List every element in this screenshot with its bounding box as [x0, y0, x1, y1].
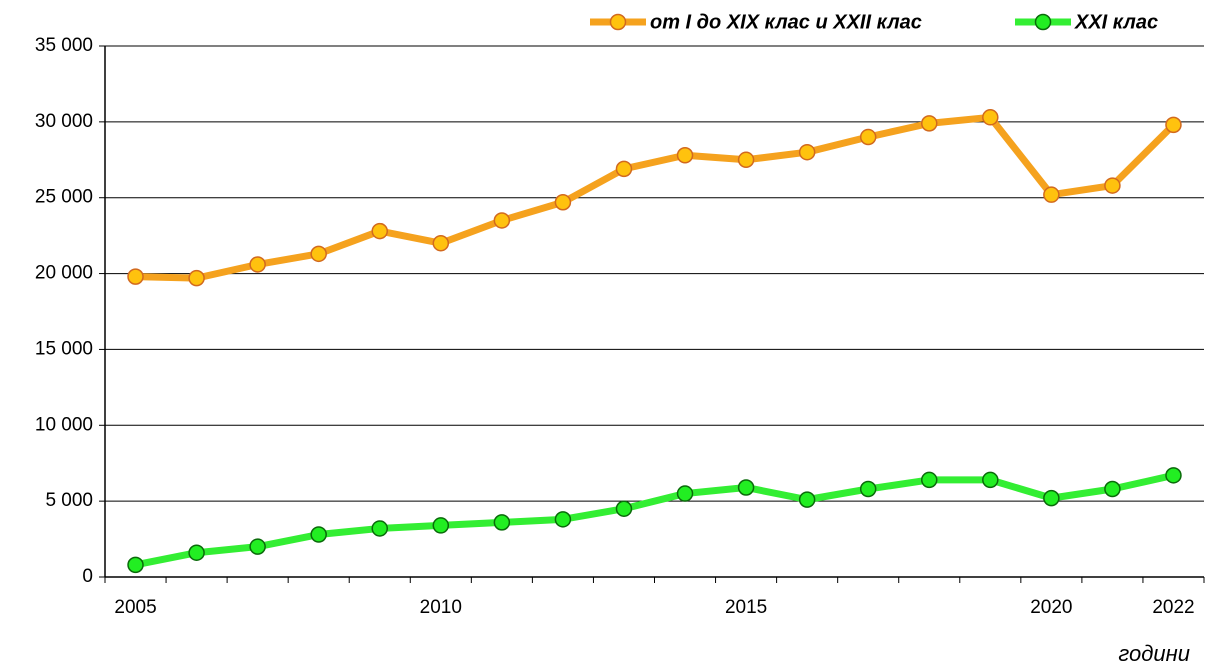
y-tick-label: 5 000: [45, 490, 93, 511]
x-axis-label: години: [1118, 641, 1190, 666]
point: [432, 517, 450, 534]
y-tick-label: 20 000: [35, 263, 93, 284]
x-tick-label: 2005: [114, 597, 156, 618]
point: [493, 212, 511, 229]
point: [371, 520, 388, 537]
point: [249, 538, 266, 555]
point: [921, 115, 938, 132]
y-tick-label: 25 000: [35, 187, 93, 208]
x-tick-label: 2022: [1152, 597, 1194, 618]
legend-marker: [1034, 13, 1052, 31]
y-tick-label: 0: [82, 566, 93, 587]
series-line: [135, 113, 1176, 282]
point: [188, 269, 205, 287]
point: [676, 146, 694, 164]
legend-label: XXI клас: [1074, 11, 1158, 33]
point: [737, 151, 755, 169]
point: [1043, 489, 1060, 507]
point: [615, 160, 633, 178]
point: [493, 514, 511, 531]
point: [554, 511, 572, 528]
point: [798, 491, 816, 508]
point: [1104, 480, 1121, 498]
point: [921, 471, 938, 489]
point: [1043, 186, 1060, 203]
point: [249, 256, 266, 273]
point: [310, 245, 327, 263]
point: [127, 268, 144, 285]
point: [615, 500, 633, 517]
point: [371, 222, 388, 240]
point: [432, 234, 450, 252]
point: [798, 143, 816, 161]
point: [188, 544, 205, 561]
point: [310, 526, 327, 543]
x-tick-label: 2015: [725, 597, 767, 618]
y-tick-label: 30 000: [35, 111, 93, 132]
point: [859, 480, 877, 498]
point: [1165, 116, 1182, 134]
point: [982, 109, 999, 126]
point: [1165, 467, 1182, 484]
point: [982, 471, 999, 489]
point: [859, 128, 877, 146]
point: [554, 194, 572, 211]
y-tick-label: 10 000: [35, 414, 93, 435]
x-tick-label: 2020: [1030, 597, 1072, 618]
x-tick-label: 2010: [420, 597, 462, 618]
y-tick-label: 15 000: [35, 338, 93, 359]
point: [127, 556, 144, 574]
y-tick-label: 35 000: [35, 35, 93, 56]
legend-label: от I до XIX клас и XXII клас: [650, 11, 922, 33]
point: [737, 479, 755, 496]
legend-marker: [609, 13, 627, 31]
point: [1104, 177, 1121, 194]
series-line: [134, 471, 1175, 569]
point: [676, 485, 694, 502]
